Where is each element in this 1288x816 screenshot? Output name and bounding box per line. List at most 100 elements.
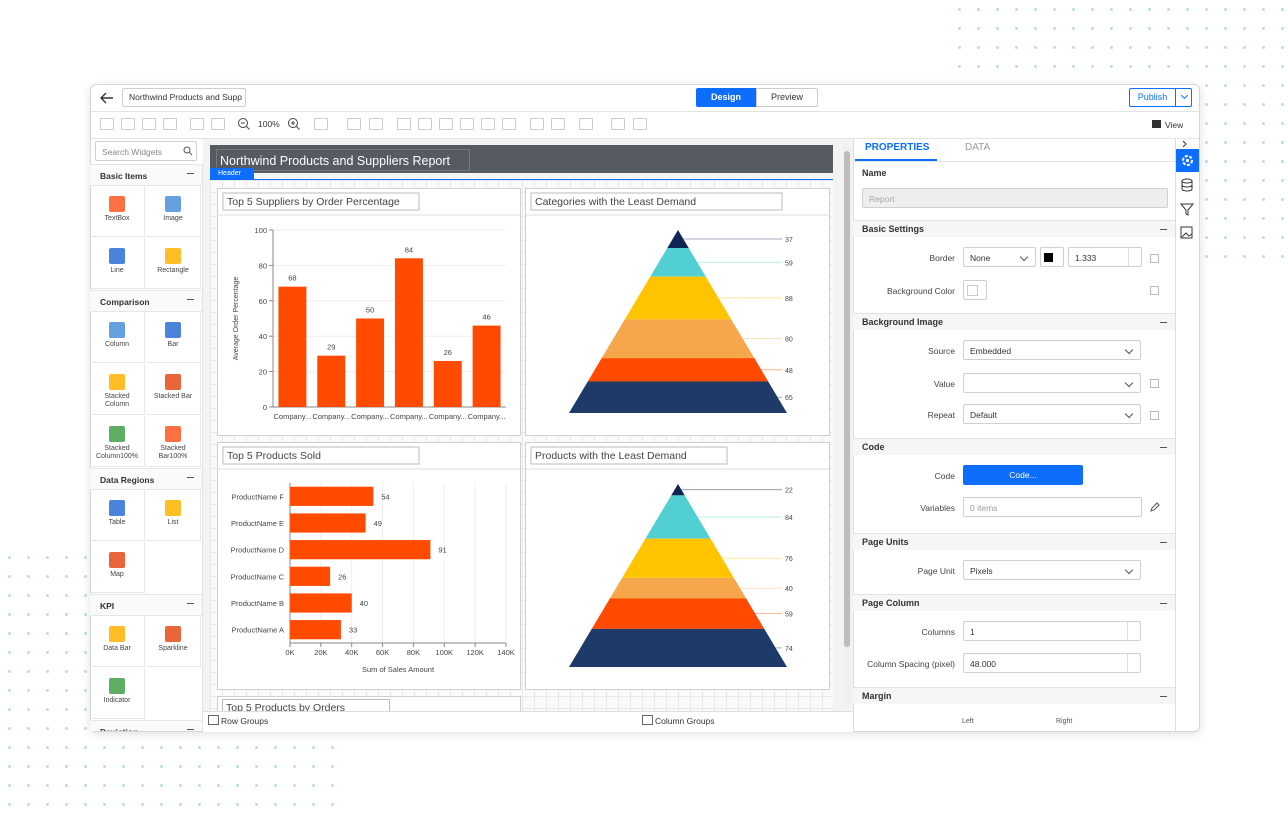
align-icon[interactable] xyxy=(502,118,516,130)
widget-item[interactable]: Table xyxy=(90,490,145,541)
widget-group-header[interactable]: Comparison xyxy=(90,290,202,312)
align-icon[interactable] xyxy=(460,118,474,130)
preview-tab[interactable]: Preview xyxy=(756,88,818,107)
widget-search[interactable]: Search Widgets xyxy=(95,141,197,161)
distribute-icon[interactable] xyxy=(551,118,565,130)
zoom-out[interactable] xyxy=(237,117,251,131)
order-icon[interactable] xyxy=(314,118,328,130)
view-menu[interactable]: View xyxy=(1165,120,1184,130)
title-box xyxy=(222,446,420,465)
columns-input[interactable]: 1 xyxy=(963,621,1141,641)
image-icon[interactable] xyxy=(1180,226,1194,240)
data-tab[interactable]: DATA xyxy=(965,142,991,153)
widget-group-header[interactable]: Data Regions xyxy=(90,468,202,490)
repeat-select[interactable]: Default xyxy=(963,404,1141,424)
widget-item[interactable]: Sparkline xyxy=(146,616,201,667)
data-icon[interactable] xyxy=(1180,178,1194,192)
cut-icon[interactable] xyxy=(100,118,114,130)
checkbox[interactable] xyxy=(1150,254,1159,263)
publish-dropdown[interactable] xyxy=(1175,88,1192,107)
row-groups[interactable]: Row Groups xyxy=(221,716,269,726)
checkbox[interactable] xyxy=(1150,286,1159,295)
filter-icon[interactable] xyxy=(1180,202,1194,216)
name-input[interactable]: Report xyxy=(862,188,1168,208)
align-icon[interactable] xyxy=(418,118,432,130)
edit-icon[interactable] xyxy=(1149,502,1160,513)
widget-group-header[interactable]: Basic Items xyxy=(90,164,202,186)
column-spacing-input[interactable]: 48.000 xyxy=(963,653,1141,673)
properties-icon[interactable] xyxy=(1176,149,1199,172)
delete-icon[interactable] xyxy=(163,118,177,130)
widget-item[interactable]: Bar xyxy=(146,312,201,363)
widget-item[interactable]: Data Bar xyxy=(90,616,145,667)
publish-button[interactable]: Publish xyxy=(1129,88,1176,107)
chart-panel[interactable]: Products with the Least Demand 22 84 76 40 59… xyxy=(525,442,830,690)
background-color[interactable] xyxy=(963,280,987,300)
zoom-in[interactable] xyxy=(287,117,301,131)
section-header[interactable]: Page Column xyxy=(853,594,1175,611)
widget-item[interactable]: Stacked Column xyxy=(90,364,145,415)
align-icon[interactable] xyxy=(439,118,453,130)
collapse-icon[interactable] xyxy=(187,729,194,730)
variables-input[interactable]: 0 items xyxy=(963,497,1142,517)
widget-item[interactable]: Indicator xyxy=(90,668,145,719)
size-icon[interactable] xyxy=(347,118,361,130)
section-header[interactable]: Basic Settings xyxy=(853,220,1175,237)
section-header[interactable]: Code xyxy=(853,438,1175,455)
border-width[interactable]: 1.333 xyxy=(1068,247,1142,267)
design-tab[interactable]: Design xyxy=(696,88,756,107)
checkbox[interactable] xyxy=(1150,411,1159,420)
distribute-icon[interactable] xyxy=(530,118,544,130)
divider xyxy=(853,139,854,731)
widget-item[interactable]: Stacked Bar100% xyxy=(146,416,201,467)
copy-icon[interactable] xyxy=(121,118,135,130)
view-icon[interactable] xyxy=(1152,120,1161,128)
widget-item[interactable]: Rectangle xyxy=(146,238,201,289)
checkbox[interactable] xyxy=(1150,379,1159,388)
scrollbar[interactable] xyxy=(843,145,851,705)
align-icon[interactable] xyxy=(397,118,411,130)
group-icon[interactable] xyxy=(579,118,593,130)
collapse-icon[interactable] xyxy=(187,299,194,300)
collapse-icon[interactable] xyxy=(1180,139,1190,149)
scroll-thumb[interactable] xyxy=(844,151,850,647)
widget-item[interactable]: Line xyxy=(90,238,145,289)
paste-icon[interactable] xyxy=(142,118,156,130)
data-label: 91 xyxy=(438,546,446,555)
value-select[interactable] xyxy=(963,373,1141,393)
widget-group-header[interactable]: KPI xyxy=(90,594,202,616)
align-icon[interactable] xyxy=(481,118,495,130)
chart-panel[interactable]: Top 5 Suppliers by Order Percentage 0 20 40… xyxy=(217,188,521,436)
back-button[interactable] xyxy=(98,90,116,106)
source-select[interactable]: Embedded xyxy=(963,340,1141,360)
code-button[interactable]: Code... xyxy=(963,465,1083,485)
widget-item[interactable]: Map xyxy=(90,542,145,593)
grid-icon[interactable] xyxy=(633,118,647,130)
undo-icon[interactable] xyxy=(190,118,204,130)
column-groups[interactable]: Column Groups xyxy=(655,716,715,726)
border-color[interactable] xyxy=(1040,247,1064,267)
border-style[interactable]: None xyxy=(963,247,1036,267)
widget-item[interactable]: List xyxy=(146,490,201,541)
widget-item[interactable]: TextBox xyxy=(90,186,145,237)
chart-panel[interactable]: Top 5 Products Sold 0K 20K 40K 60K 80K 100K 120… xyxy=(217,442,521,690)
widget-item[interactable]: Image xyxy=(146,186,201,237)
zoom-level[interactable]: 100% xyxy=(258,119,280,129)
collapse-icon[interactable] xyxy=(187,477,194,478)
section-header[interactable]: Margin xyxy=(853,687,1175,704)
grid-icon[interactable] xyxy=(611,118,625,130)
section-header[interactable]: Page Units xyxy=(853,533,1175,550)
widget-group-header[interactable]: Deviation xyxy=(90,720,202,731)
widget-item[interactable]: Column xyxy=(90,312,145,363)
collapse-icon[interactable] xyxy=(187,173,194,174)
chart-panel[interactable]: Categories with the Least Demand 37 59 88 80… xyxy=(525,188,830,436)
page-unit-select[interactable]: Pixels xyxy=(963,560,1141,580)
widget-item[interactable]: Stacked Bar xyxy=(146,364,201,415)
properties-tab[interactable]: PROPERTIES xyxy=(865,142,930,153)
report-name-input[interactable]: Northwind Products and Supp xyxy=(122,88,246,107)
section-header[interactable]: Background Image xyxy=(853,313,1175,330)
widget-item[interactable]: Stacked Column100% xyxy=(90,416,145,467)
size-icon[interactable] xyxy=(369,118,383,130)
collapse-icon[interactable] xyxy=(187,603,194,604)
redo-icon[interactable] xyxy=(211,118,225,130)
